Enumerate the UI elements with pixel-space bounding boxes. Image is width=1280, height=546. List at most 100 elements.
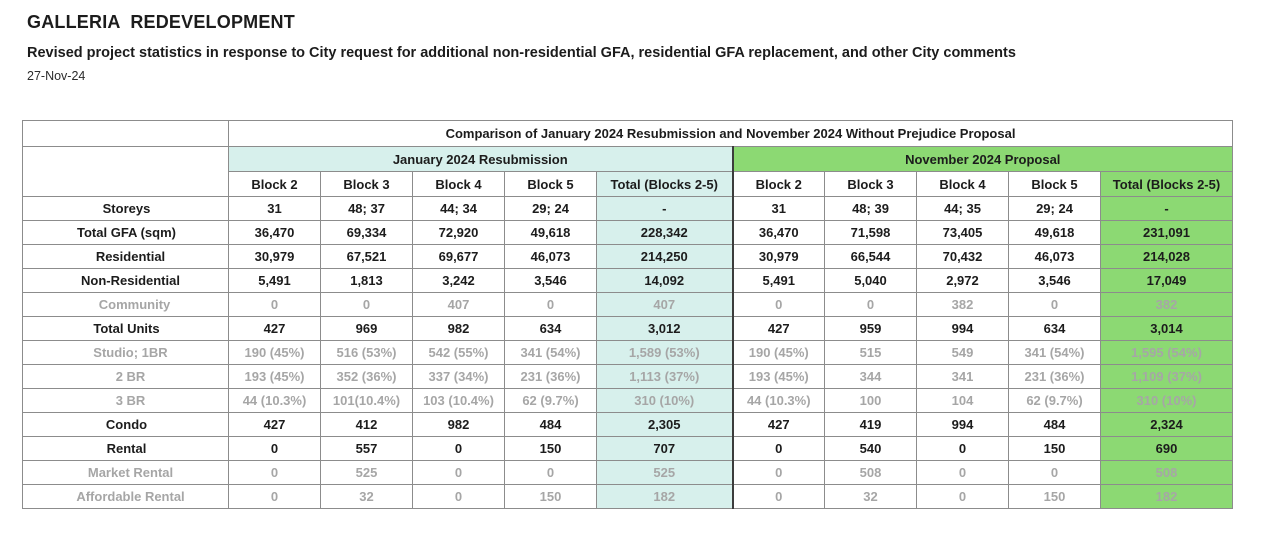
cell-november-block-4: 73,405 xyxy=(916,220,1009,245)
cell-november-total: - xyxy=(1100,196,1233,221)
cell-november-block-5: 3,546 xyxy=(1008,268,1101,293)
cell-january-block-4: 0 xyxy=(412,460,505,485)
cell-november-block-3: 419 xyxy=(824,412,917,437)
table-title: Comparison of January 2024 Resubmission … xyxy=(228,120,1233,147)
cell-january-total: 1,589 (53%) xyxy=(596,340,733,365)
cell-november-block-5: 484 xyxy=(1008,412,1101,437)
table-row: Studio; 1BR 190 (45%) 516 (53%) 542 (55%) 34… xyxy=(22,340,1233,365)
cell-november-block-4: 341 xyxy=(916,364,1009,389)
cell-november-block-2: 0 xyxy=(731,436,825,461)
row-label: Total GFA (sqm) xyxy=(22,220,229,245)
cell-january-block-5: 231 (36%) xyxy=(504,364,597,389)
cell-january-block-2: 44 (10.3%) xyxy=(228,388,321,413)
cell-november-block-3: 959 xyxy=(824,316,917,341)
cell-january-block-5: 0 xyxy=(504,292,597,317)
table-row: Affordable Rental 0 32 0 150 182 0 32 0 150 182 xyxy=(22,484,1233,509)
cell-january-block-5: 484 xyxy=(504,412,597,437)
cell-january-total: 707 xyxy=(596,436,733,461)
cell-november-block-5: 0 xyxy=(1008,460,1101,485)
cell-january-total: 310 (10%) xyxy=(596,388,733,413)
cell-january-block-3: 412 xyxy=(320,412,413,437)
column-header-january-total: Total (Blocks 2-5) xyxy=(596,171,733,197)
page-date: 27-Nov-24 xyxy=(27,69,86,83)
row-label: Non-Residential xyxy=(22,268,229,293)
table-row: Storeys 31 48; 37 44; 34 29; 24-31 48; 39 44; … xyxy=(22,196,1233,221)
cell-january-block-4: 44; 34 xyxy=(412,196,505,221)
cell-january-block-3: 48; 37 xyxy=(320,196,413,221)
cell-november-block-5: 231 (36%) xyxy=(1008,364,1101,389)
column-header-november-block-3: Block 3 xyxy=(824,171,917,197)
column-header-november-block-5: Block 5 xyxy=(1008,171,1101,197)
cell-january-block-5: 150 xyxy=(504,436,597,461)
table-row: Total GFA (sqm) 36,470 69,334 72,920 49,618 2… xyxy=(22,220,1233,245)
column-header-november-block-4: Block 4 xyxy=(916,171,1009,197)
row-label: Rental xyxy=(22,436,229,461)
cell-november-total: 508 xyxy=(1100,460,1233,485)
row-label: Affordable Rental xyxy=(22,484,229,509)
cell-november-block-3: 66,544 xyxy=(824,244,917,269)
section-header-row: January 2024 Resubmission November 2024 P… xyxy=(22,146,1233,197)
row-label: Community xyxy=(22,292,229,317)
cell-november-block-2: 0 xyxy=(731,460,825,485)
cell-november-block-5: 341 (54%) xyxy=(1008,340,1101,365)
cell-january-total: 214,250 xyxy=(596,244,733,269)
cell-november-block-4: 70,432 xyxy=(916,244,1009,269)
cell-november-block-5: 29; 24 xyxy=(1008,196,1101,221)
cell-january-block-2: 36,470 xyxy=(228,220,321,245)
row-label-column-header xyxy=(22,146,229,197)
cell-november-block-2: 5,491 xyxy=(731,268,825,293)
cell-january-block-5: 29; 24 xyxy=(504,196,597,221)
cell-january-block-3: 557 xyxy=(320,436,413,461)
cell-january-block-4: 69,677 xyxy=(412,244,505,269)
cell-november-block-4: 44; 35 xyxy=(916,196,1009,221)
cell-january-total: 182 xyxy=(596,484,733,509)
cell-november-block-5: 150 xyxy=(1008,436,1101,461)
cell-november-block-4: 549 xyxy=(916,340,1009,365)
cell-november-total: 17,049 xyxy=(1100,268,1233,293)
cell-january-block-2: 427 xyxy=(228,412,321,437)
cell-january-block-3: 0 xyxy=(320,292,413,317)
cell-january-block-4: 542 (55%) xyxy=(412,340,505,365)
column-header-january-block-2: Block 2 xyxy=(228,171,321,197)
cell-november-block-4: 0 xyxy=(916,484,1009,509)
cell-november-block-4: 0 xyxy=(916,436,1009,461)
cell-january-block-2: 190 (45%) xyxy=(228,340,321,365)
table-corner-blank xyxy=(22,120,229,147)
table-row: 3 BR 44 (10.3%) 101(10.4%) 103 (10.4%) 62 (9… xyxy=(22,388,1233,413)
cell-november-block-2: 0 xyxy=(731,292,825,317)
cell-november-block-2: 190 (45%) xyxy=(731,340,825,365)
cell-november-block-5: 46,073 xyxy=(1008,244,1101,269)
comparison-table-body: Comparison of January 2024 Resubmission … xyxy=(22,120,1233,509)
cell-january-total: 1,113 (37%) xyxy=(596,364,733,389)
cell-november-total: 182 xyxy=(1100,484,1233,509)
cell-november-block-3: 540 xyxy=(824,436,917,461)
column-header-november-block-2: Block 2 xyxy=(731,171,825,197)
cell-november-total: 1,109 (37%) xyxy=(1100,364,1233,389)
cell-january-block-5: 0 xyxy=(504,460,597,485)
table-row: Market Rental 0 525 0 0 525 0 508 0 0 508 xyxy=(22,460,1233,485)
cell-november-block-3: 32 xyxy=(824,484,917,509)
cell-november-block-2: 427 xyxy=(731,316,825,341)
cell-november-total: 2,324 xyxy=(1100,412,1233,437)
cell-january-block-2: 0 xyxy=(228,292,321,317)
cell-november-total: 1,595 (54%) xyxy=(1100,340,1233,365)
page-header: GALLERIA REDEVELOPMENT Revised project s… xyxy=(27,12,1016,83)
cell-november-block-2: 427 xyxy=(731,412,825,437)
block-header-row: Block 2 Block 3 Block 4 Block 5 Total (Block… xyxy=(23,171,1233,197)
cell-january-block-2: 30,979 xyxy=(228,244,321,269)
cell-january-block-3: 67,521 xyxy=(320,244,413,269)
cell-november-block-5: 62 (9.7%) xyxy=(1008,388,1101,413)
cell-january-block-3: 69,334 xyxy=(320,220,413,245)
cell-january-block-2: 31 xyxy=(228,196,321,221)
cell-january-block-5: 62 (9.7%) xyxy=(504,388,597,413)
row-label: Total Units xyxy=(22,316,229,341)
cell-november-total: 690 xyxy=(1100,436,1233,461)
column-header-january-block-5: Block 5 xyxy=(504,171,597,197)
cell-january-total: 3,012 xyxy=(596,316,733,341)
cell-january-block-3: 101(10.4%) xyxy=(320,388,413,413)
cell-january-block-5: 341 (54%) xyxy=(504,340,597,365)
cell-january-total: 14,092 xyxy=(596,268,733,293)
row-label: Storeys xyxy=(22,196,229,221)
cell-january-block-3: 352 (36%) xyxy=(320,364,413,389)
